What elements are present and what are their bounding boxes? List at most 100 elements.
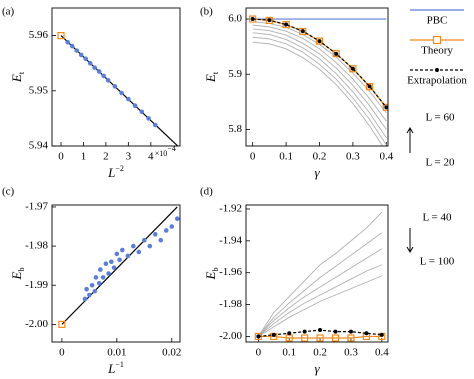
panel-label: (c) [2, 186, 15, 198]
x-tick-label: 0 [58, 151, 64, 163]
annotation: L = 60 [425, 112, 455, 124]
y-tick-label: -1.99 [25, 279, 48, 291]
y-tick-label: 5.96 [29, 29, 49, 41]
data-dot [333, 329, 338, 334]
data-point [89, 282, 95, 288]
y-tick-label: -1.98 [25, 240, 48, 252]
y-axis-label-sub: b [211, 268, 220, 272]
data-point [111, 265, 117, 270]
series-line [258, 275, 382, 337]
x-tick-label: 0.4 [379, 151, 393, 163]
data-point [117, 257, 122, 263]
data-point [92, 288, 98, 294]
plot-area [249, 15, 388, 146]
panel-label: (a) [2, 6, 15, 18]
y-axis-label: Et [9, 71, 26, 83]
series-line [257, 211, 383, 337]
x-tick-label: 3 [126, 151, 132, 163]
data-square [57, 31, 65, 40]
data-dot [350, 66, 355, 71]
data-dot [384, 105, 388, 110]
data-point [87, 60, 93, 66]
x-multiplier-base: ×10 [155, 149, 168, 158]
data-square [316, 334, 324, 342]
x-tick-label: 0.02 [162, 347, 181, 359]
y-axis-label-base: E [9, 271, 24, 280]
data-dot [318, 328, 323, 333]
x-tick-label: 0.01 [107, 347, 126, 359]
y-tick-label: -1.97 [25, 200, 48, 212]
data-point [69, 43, 75, 49]
data-square [332, 49, 340, 58]
data-square [58, 320, 66, 328]
axes-frame [245, 204, 389, 343]
x-tick-label: 0.1 [279, 151, 293, 163]
data-square [282, 20, 290, 29]
data-point [174, 216, 180, 221]
axes-frame [51, 204, 181, 343]
x-tick-label: 0.1 [282, 347, 296, 359]
annotation-arrowhead [406, 127, 414, 134]
data-point [131, 243, 136, 249]
axes-frame [51, 7, 181, 147]
annotation-arrowhead [406, 246, 414, 253]
data-dot [250, 17, 255, 22]
data-square [382, 103, 388, 111]
series-line [61, 206, 178, 325]
y-axis-label-sub: b [17, 268, 26, 272]
legend-square [432, 35, 442, 45]
y-tick-label: -2.00 [219, 330, 242, 342]
data-point [119, 90, 124, 96]
series-line [252, 36, 387, 146]
data-point [132, 103, 138, 109]
data-point [101, 73, 106, 79]
plot-area [60, 35, 179, 146]
legend-label: Theory [421, 45, 453, 57]
x-tick-label: 0 [59, 347, 65, 359]
annotation: L = 20 [425, 157, 455, 169]
data-square [347, 334, 355, 342]
y-axis-label: Eb [9, 268, 26, 281]
annotation: L = 100 [420, 256, 455, 268]
series-line [252, 24, 387, 122]
data-point [65, 39, 71, 45]
data-point [83, 56, 88, 62]
y-axis-label: Et [203, 71, 220, 83]
y-tick-label: -2.00 [25, 318, 48, 330]
data-point [93, 275, 99, 280]
data-point [147, 243, 153, 249]
data-point [125, 253, 131, 259]
y-tick-label: -1.94 [219, 234, 242, 246]
x-tick-label: 4 [148, 151, 154, 163]
data-dot [334, 51, 339, 56]
y-tick-label: -1.92 [219, 203, 242, 215]
data-point [146, 116, 151, 121]
data-point [92, 65, 97, 70]
x-tick-label: 0.3 [344, 347, 358, 359]
y-tick-label: 6.0 [228, 13, 242, 25]
data-dot [284, 22, 289, 27]
x-axis-label: γ [314, 165, 320, 180]
panel-label: (b) [200, 6, 213, 18]
x-multiplier: ×10−4 [155, 144, 176, 158]
legend-label: Extrapolation [407, 75, 467, 87]
y-axis-label-sub: t [17, 71, 26, 74]
y-tick-label: -1.98 [219, 298, 242, 310]
x-tick-label: 0.2 [313, 347, 327, 359]
y-axis-label-base: E [9, 74, 24, 83]
x-axis-label-base: L [107, 361, 115, 376]
y-tick-label: -1.96 [219, 266, 242, 278]
data-point [74, 48, 80, 53]
data-dot [300, 29, 305, 34]
x-tick-label: 2 [103, 151, 109, 163]
data-point [103, 261, 109, 267]
panel-label: (d) [200, 186, 213, 198]
x-tick-label: 0.3 [346, 151, 360, 163]
data-dot [302, 329, 307, 334]
x-axis-label-base: L [107, 165, 115, 180]
data-point [78, 52, 84, 58]
x-tick-label: 0 [250, 151, 256, 163]
data-point [136, 249, 142, 255]
data-point [141, 237, 147, 243]
